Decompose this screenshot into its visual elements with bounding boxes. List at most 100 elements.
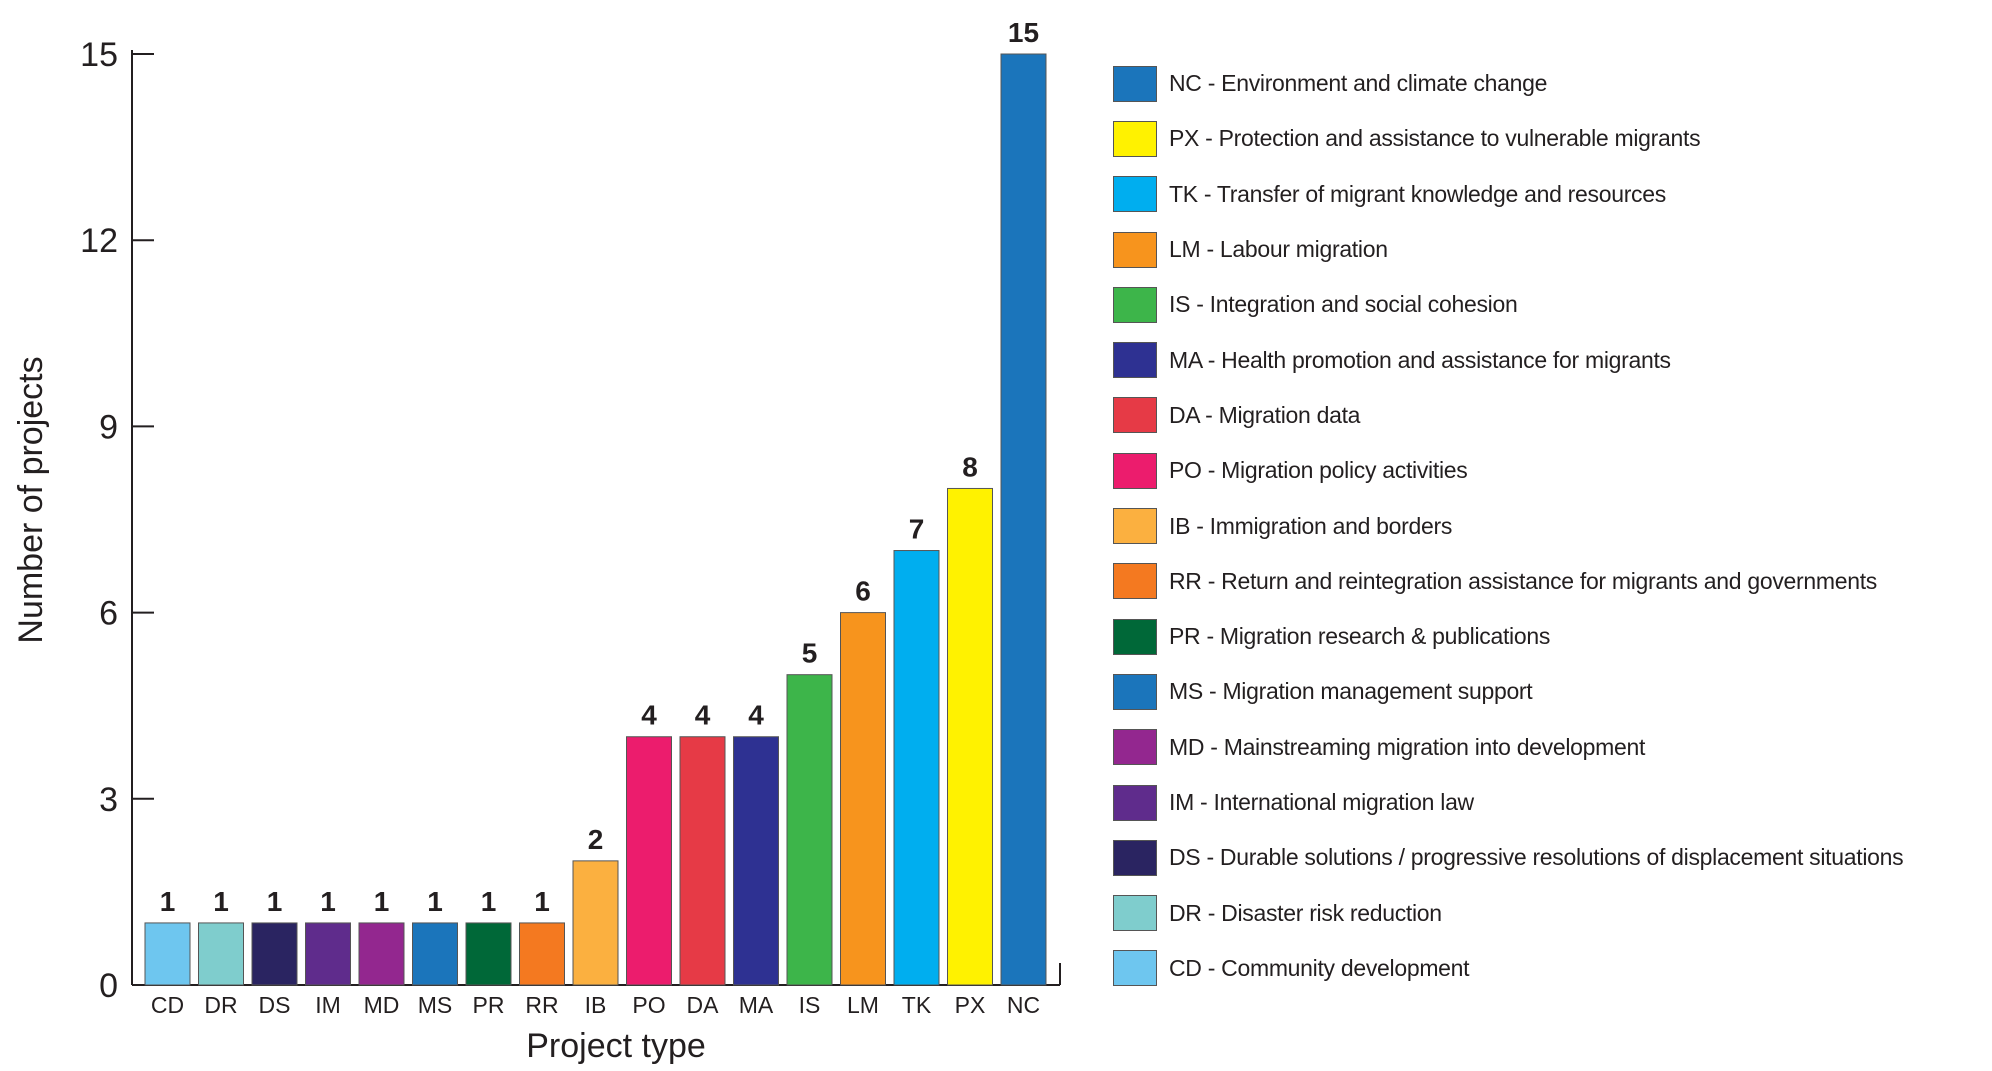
legend-item-ms: MS - Migration management support <box>1113 664 1983 719</box>
legend-label: DS - Durable solutions / progressive res… <box>1169 844 1904 871</box>
bar-po <box>626 736 672 986</box>
y-tick-label: 12 <box>80 222 118 260</box>
bar-dr <box>198 922 244 986</box>
y-tick-label: 9 <box>99 408 118 446</box>
legend-label: PR - Migration research & publications <box>1169 623 1551 650</box>
bar-ib <box>572 860 619 986</box>
legend-item-ds: DS - Durable solutions / progressive res… <box>1113 830 1983 885</box>
x-tick-label: LM <box>847 992 879 1018</box>
legend-swatch <box>1113 895 1157 932</box>
legend-swatch <box>1113 839 1157 876</box>
bar-cd <box>144 922 191 986</box>
bar-pr <box>465 922 512 986</box>
data-label: 7 <box>909 514 925 545</box>
legend-swatch <box>1113 452 1157 489</box>
data-label: 1 <box>374 886 390 917</box>
y-tick-label: 15 <box>80 36 118 74</box>
bar-rr <box>519 922 565 986</box>
data-label: 2 <box>588 824 604 855</box>
bar-im <box>305 922 351 986</box>
x-tick-label: IM <box>315 992 341 1018</box>
bar-tk <box>893 550 940 986</box>
data-label: 1 <box>267 886 283 917</box>
legend-item-dr: DR - Disaster risk reduction <box>1113 885 1983 940</box>
legend-item-nc: NC - Environment and climate change <box>1113 56 1983 111</box>
legend-label: LM - Labour migration <box>1169 236 1388 263</box>
legend-swatch <box>1113 563 1157 600</box>
bar-lm <box>840 612 886 986</box>
legend-swatch <box>1113 65 1157 102</box>
legend-item-rr: RR - Return and reintegration assistance… <box>1113 554 1983 609</box>
y-axis-title: Number of projects <box>12 356 50 643</box>
chart-legend: NC - Environment and climate change PX - … <box>1113 56 1983 996</box>
bar-nc <box>1000 53 1047 986</box>
x-tick-label: IB <box>585 992 607 1018</box>
data-label: 4 <box>695 700 711 731</box>
legend-swatch <box>1113 176 1157 213</box>
x-tick-label: PR <box>473 992 505 1018</box>
legend-item-lm: LM - Labour migration <box>1113 222 1983 277</box>
x-tick-label: RR <box>525 992 558 1018</box>
bar-md <box>358 922 405 986</box>
legend-item-md: MD - Mainstreaming migration into develo… <box>1113 720 1983 775</box>
data-label: 4 <box>641 700 657 731</box>
legend-item-tk: TK - Transfer of migrant knowledge and r… <box>1113 167 1983 222</box>
legend-swatch <box>1113 120 1157 157</box>
x-tick-label: IS <box>799 992 821 1018</box>
legend-swatch <box>1113 286 1157 323</box>
legend-label: MD - Mainstreaming migration into develo… <box>1169 733 1646 760</box>
legend-item-ib: IB - Immigration and borders <box>1113 498 1983 553</box>
x-tick-label: MD <box>364 992 400 1018</box>
data-label: 15 <box>1008 17 1039 48</box>
legend-label: NC - Environment and climate change <box>1169 70 1548 97</box>
data-label: 5 <box>802 638 818 669</box>
x-tick-label: TK <box>902 992 932 1018</box>
bar-da <box>679 736 726 986</box>
legend-label: DA - Migration data <box>1169 401 1361 428</box>
data-labels: 1 1 1 1 1 1 1 1 2 4 4 4 5 6 7 8 15 <box>160 17 1039 917</box>
x-tick-label: DA <box>687 992 720 1018</box>
legend-label: DR - Disaster risk reduction <box>1169 899 1442 926</box>
bar-ds <box>251 922 298 986</box>
legend-swatch <box>1113 397 1157 434</box>
data-label: 1 <box>213 886 229 917</box>
x-tick-label: NC <box>1007 992 1040 1018</box>
legend-item-im: IM - International migration law <box>1113 775 1983 830</box>
legend-item-ma: MA - Health promotion and assistance for… <box>1113 332 1983 387</box>
bar-is <box>786 674 833 986</box>
legend-label: IB - Immigration and borders <box>1169 512 1453 539</box>
legend-label: MA - Health promotion and assistance for… <box>1169 346 1671 373</box>
y-tick-label: 6 <box>99 595 118 633</box>
legend-label: TK - Transfer of migrant knowledge and r… <box>1169 180 1666 207</box>
bars <box>144 53 1047 986</box>
legend-swatch <box>1113 784 1157 821</box>
y-tick-label: 0 <box>99 967 118 1005</box>
legend-item-cd: CD - Community development <box>1113 941 1983 996</box>
data-label: 1 <box>320 886 336 917</box>
legend-label: CD - Community development <box>1169 954 1470 981</box>
legend-item-px: PX - Protection and assistance to vulner… <box>1113 111 1983 166</box>
legend-label: PX - Protection and assistance to vulner… <box>1169 125 1701 152</box>
data-label: 1 <box>481 886 497 917</box>
x-tick-label: MA <box>739 992 774 1018</box>
legend-swatch <box>1113 342 1157 379</box>
bar-ma <box>733 736 779 986</box>
legend-item-is: IS - Integration and social cohesion <box>1113 277 1983 332</box>
x-tick-label: CD <box>151 992 184 1018</box>
legend-item-da: DA - Migration data <box>1113 388 1983 443</box>
data-label: 6 <box>855 576 871 607</box>
x-tick-label: DS <box>259 992 291 1018</box>
bar-px <box>947 487 993 986</box>
legend-label: RR - Return and reintegration assistance… <box>1169 567 1877 594</box>
legend-swatch <box>1113 508 1157 545</box>
legend-label: IM - International migration law <box>1169 789 1474 815</box>
legend-swatch <box>1113 729 1157 766</box>
x-tick-label: DR <box>204 992 237 1018</box>
y-tick-label: 3 <box>99 781 118 819</box>
data-label: 8 <box>962 451 978 482</box>
x-axis-title: Project type <box>526 1027 706 1065</box>
legend-label: MS - Migration management support <box>1169 678 1533 705</box>
legend-label: PO - Migration policy activities <box>1169 457 1468 484</box>
